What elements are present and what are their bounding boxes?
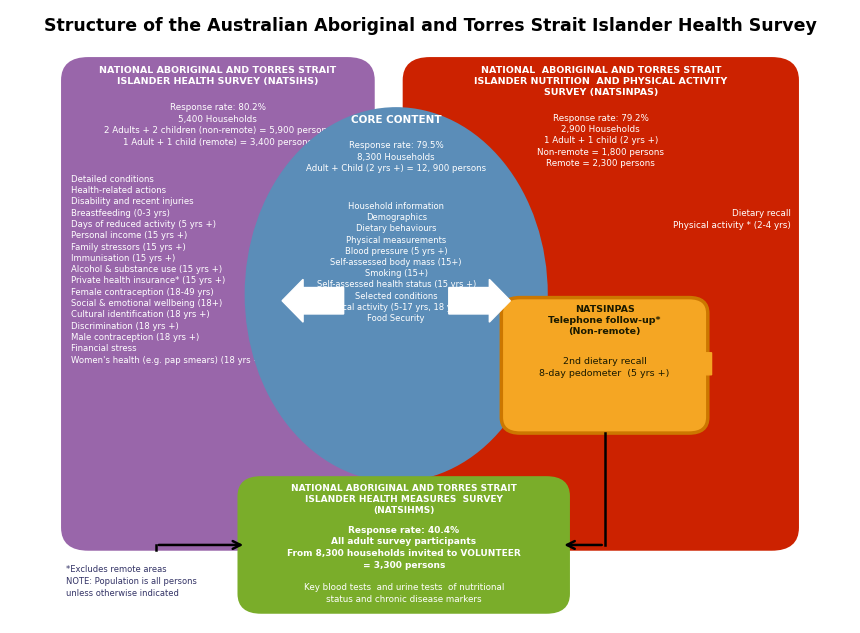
Text: CORE CONTENT: CORE CONTENT [351,115,441,125]
FancyBboxPatch shape [238,477,569,613]
Ellipse shape [246,108,546,480]
Text: Response rate: 80.2%
5,400 Households
2 Adults + 2 children (non-remote) = 5,900: Response rate: 80.2% 5,400 Households 2 … [104,103,332,147]
Text: Structure of the Australian Aboriginal and Torres Strait Islander Health Survey: Structure of the Australian Aboriginal a… [44,17,816,35]
Text: 2nd dietary recall
8-day pedometer  (5 yrs +): 2nd dietary recall 8-day pedometer (5 yr… [539,358,670,379]
Text: NATIONAL  ABORIGINAL AND TORRES STRAIT
ISLANDER NUTRITION  AND PHYSICAL ACTIVITY: NATIONAL ABORIGINAL AND TORRES STRAIT IS… [474,66,728,97]
Text: Response rate: 40.4%
All adult survey participants
From 8,300 households invited: Response rate: 40.4% All adult survey pa… [287,526,520,570]
Text: Response rate: 79.2%
2,900 Households
1 Adult + 1 child (2 yrs +)
Non-remote = 1: Response rate: 79.2% 2,900 Households 1 … [538,113,664,168]
Text: Dietary recall
Physical activity * (2-4 yrs): Dietary recall Physical activity * (2-4 … [673,210,790,230]
Text: NATIONAL ABORIGINAL AND TORRES STRAIT
ISLANDER HEALTH MEASURES  SURVEY
(NATSIHMS: NATIONAL ABORIGINAL AND TORRES STRAIT IS… [291,484,517,515]
FancyArrow shape [282,279,344,322]
FancyArrow shape [680,346,711,382]
Text: Response rate: 79.5%
8,300 Households
Adult + Child (2 yrs +) = 12, 900 persons: Response rate: 79.5% 8,300 Households Ad… [306,141,486,173]
FancyBboxPatch shape [403,58,798,549]
FancyBboxPatch shape [501,298,708,433]
FancyBboxPatch shape [62,58,374,549]
Text: *Excludes remote areas
NOTE: Population is all persons
unless otherwise indicate: *Excludes remote areas NOTE: Population … [66,565,197,598]
Text: Detailed conditions
Health-related actions
Disability and recent injuries
Breast: Detailed conditions Health-related actio… [71,175,264,365]
Text: Household information
Demographics
Dietary behaviours
Physical measurements
Bloo: Household information Demographics Dieta… [316,202,476,323]
Text: Key blood tests  and urine tests  of nutritional
status and chronic disease mark: Key blood tests and urine tests of nutri… [304,583,504,603]
Text: NATSINPAS
Telephone follow-up*
(Non-remote): NATSINPAS Telephone follow-up* (Non-remo… [549,305,660,336]
Text: NATIONAL ABORIGINAL AND TORRES STRAIT
ISLANDER HEALTH SURVEY (NATSIHS): NATIONAL ABORIGINAL AND TORRES STRAIT IS… [99,66,336,86]
FancyArrow shape [449,279,510,322]
